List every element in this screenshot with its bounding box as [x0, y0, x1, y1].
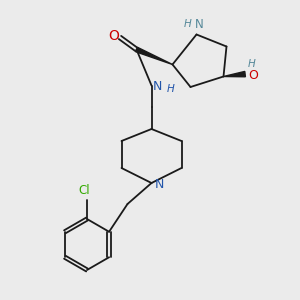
Text: N: N: [154, 178, 164, 191]
Text: Cl: Cl: [78, 184, 90, 197]
Text: O: O: [108, 29, 119, 43]
Text: O: O: [248, 69, 258, 82]
Text: H: H: [167, 84, 175, 94]
Text: H: H: [248, 59, 256, 69]
Text: H: H: [183, 19, 191, 29]
Polygon shape: [224, 71, 245, 77]
Text: N: N: [195, 18, 204, 31]
Text: N: N: [153, 80, 162, 93]
Polygon shape: [136, 47, 172, 64]
